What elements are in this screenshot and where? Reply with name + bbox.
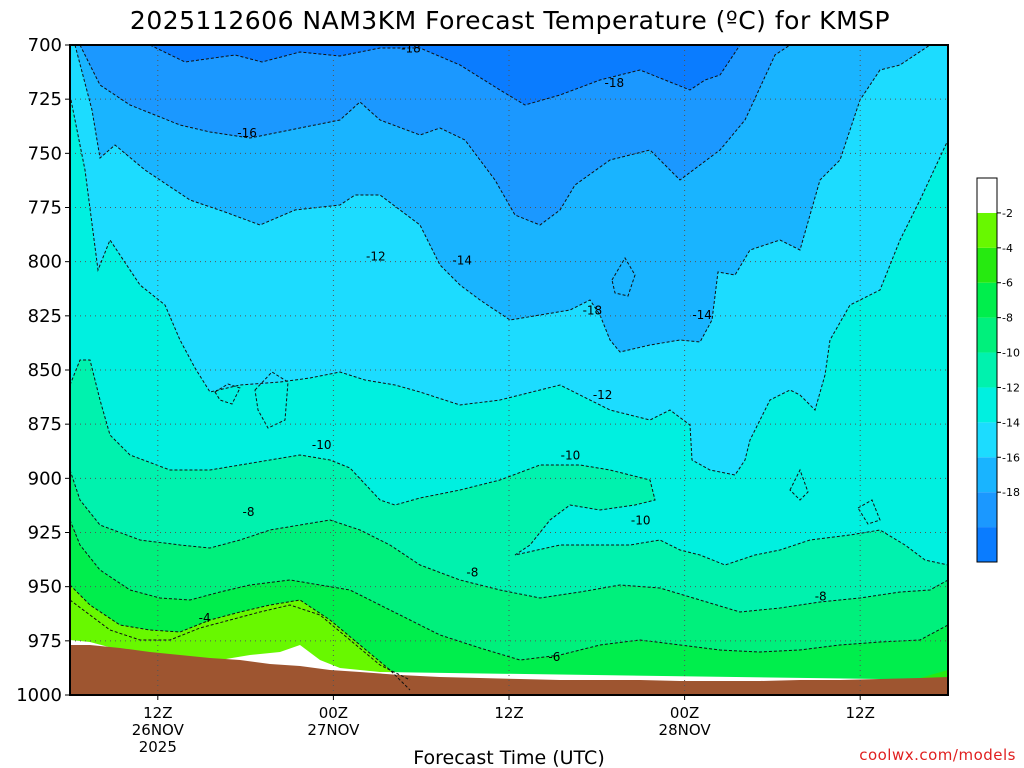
contour-minus-4 — [70, 599, 411, 681]
contour-minus-10-loop-c — [857, 499, 881, 525]
contour-minus-18 — [149, 45, 741, 106]
contour-label: -12 — [593, 388, 613, 402]
colorbar-swatch — [977, 247, 997, 283]
chart-title: 2025112606 NAM3KM Forecast Temperature (… — [130, 6, 890, 35]
x-tick-label: 00Z — [670, 704, 699, 722]
colorbar-swatch — [977, 387, 997, 423]
terrain — [70, 645, 948, 695]
contour-label: -14 — [452, 254, 472, 268]
contour-label: -4 — [199, 611, 211, 625]
colorbar-tick-label: -18 — [1002, 486, 1020, 499]
credit-text: coolwx.com/models — [859, 746, 1016, 764]
y-tick-label: 850 — [28, 360, 62, 381]
contour-minus-16 — [79, 45, 791, 226]
x-axis-label: Forecast Time (UTC) — [413, 747, 604, 768]
contour-minus-10-loop-a — [214, 383, 241, 405]
colorbar-tick-label: -10 — [1002, 347, 1020, 360]
x-tick-label: 2025 — [139, 738, 177, 756]
contour-label: -18 — [605, 76, 625, 90]
contour-label: -10 — [312, 438, 332, 452]
y-tick-label: 900 — [28, 468, 62, 489]
contour-labels: -18 -18 -16 -12 -14 -18 -14 -12 -10 -10 -8 -10 -4 -8 -… — [199, 41, 827, 664]
contour-label: -16 — [237, 126, 257, 140]
y-tick-label: 975 — [28, 631, 62, 652]
colorbar-swatch — [977, 527, 997, 562]
contour-label: -14 — [692, 308, 712, 322]
x-tick-label: 12Z — [846, 704, 875, 722]
y-tick-label: 875 — [28, 414, 62, 435]
colorbar-swatch — [977, 457, 997, 493]
colorbar-swatch — [977, 178, 997, 213]
y-tick-label: 750 — [28, 143, 62, 164]
contour-label: -12 — [366, 249, 386, 263]
colorbar-tick-label: -14 — [1002, 416, 1020, 429]
y-tick-label: 775 — [28, 198, 62, 219]
colorbar-swatch — [977, 282, 997, 318]
y-tick-label: 950 — [28, 577, 62, 598]
contour-minus-8 — [70, 469, 948, 613]
y-axis: 700 725 750 775 800 825 850 875 900 925 950 975 1000 — [16, 35, 70, 706]
plot-area: -18 -18 -16 -12 -14 -18 -14 -12 -10 -10 -8 -10 -4 -8 -… — [70, 41, 948, 695]
colorbar-tick-label: -2 — [1002, 207, 1013, 220]
colorbar-swatch — [977, 212, 997, 248]
contour-minus-10-loop-b — [254, 371, 289, 429]
y-tick-label: 725 — [28, 89, 62, 110]
colorbar-swatch — [977, 492, 997, 528]
colorbar-tick-label: -8 — [1002, 312, 1013, 325]
x-tick-label: 00Z — [319, 704, 348, 722]
y-tick-label: 800 — [28, 252, 62, 273]
contour-label: -8 — [243, 505, 255, 519]
contour-minus-14 — [74, 45, 931, 353]
colorbar-tick-label: -4 — [1002, 242, 1013, 255]
colorbar-swatch — [977, 422, 997, 458]
contour-lines — [70, 45, 948, 691]
contour-label: -18 — [583, 304, 603, 318]
contour-minus-12 — [70, 94, 948, 476]
y-tick-label: 825 — [28, 306, 62, 327]
colorbar-swatch — [977, 352, 997, 388]
y-tick-label: 925 — [28, 523, 62, 544]
colorbar-border — [976, 177, 998, 563]
contour-label: -10 — [631, 514, 651, 528]
x-tick-label: 12Z — [494, 704, 523, 722]
contour-label: -10 — [561, 449, 581, 463]
contour-minus-14-loop — [611, 257, 636, 297]
colorbar-tick-label: -6 — [1002, 277, 1013, 290]
colorbar-tick-label: -12 — [1002, 381, 1020, 394]
y-tick-label: 1000 — [16, 685, 62, 706]
contour-label: -18 — [401, 41, 421, 55]
gridlines — [70, 45, 948, 695]
contour-minus-6 — [70, 519, 948, 661]
contour-label: -8 — [815, 590, 827, 604]
contour-minus-10 — [70, 359, 948, 566]
x-tick-label: 12Z — [143, 704, 172, 722]
y-tick-label: 700 — [28, 35, 62, 56]
contour-minus-12-loop — [789, 468, 809, 501]
x-tick-label: 28NOV — [659, 721, 712, 739]
contour-label: -8 — [466, 566, 478, 580]
colorbar-tick-label: -16 — [1002, 451, 1020, 464]
colorbar-swatch — [977, 317, 997, 353]
x-tick-label: 27NOV — [307, 721, 360, 739]
contour-label: -6 — [548, 650, 560, 664]
x-tick-label: 26NOV — [132, 721, 185, 739]
colorbar: -2 -4 -6 -8 -10 -12 -14 -16 -18 — [976, 177, 1020, 563]
